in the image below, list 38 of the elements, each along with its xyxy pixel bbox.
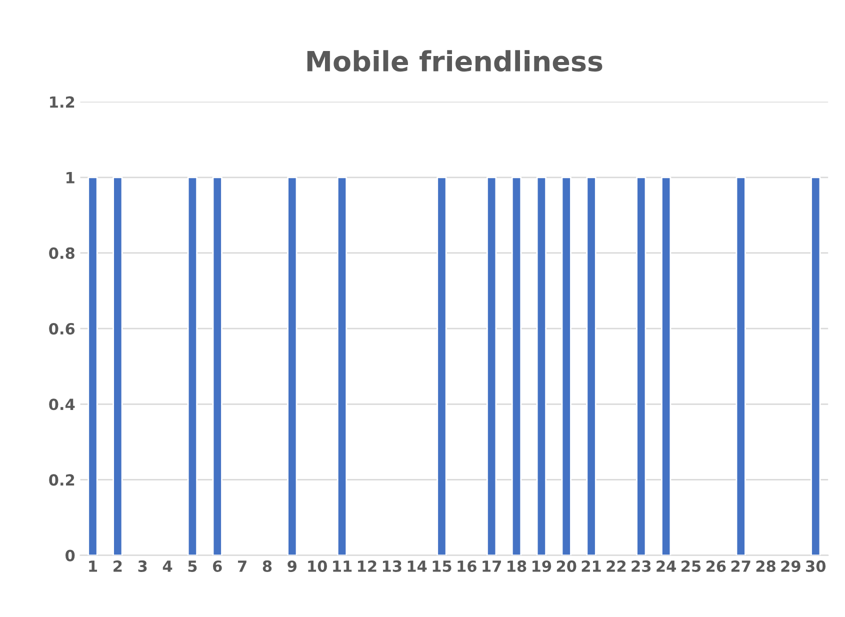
x-tick-label: 29 xyxy=(781,560,800,572)
x-tick-label: 8 xyxy=(262,560,272,572)
y-tick-label: 0.4 xyxy=(49,398,75,410)
x-tick-label: 12 xyxy=(358,560,376,572)
y-tick-label: 1 xyxy=(66,172,74,184)
x-tick-label: 5 xyxy=(188,560,197,572)
x-tick-label: 1 xyxy=(89,560,98,572)
x-tick-label: 13 xyxy=(382,560,402,572)
x-tick-label: 19 xyxy=(532,560,552,572)
x-tick-label: 15 xyxy=(432,560,452,572)
x-tick-label: 22 xyxy=(606,560,626,572)
x-tick-label: 4 xyxy=(162,560,172,572)
x-tick-label: 14 xyxy=(408,560,427,572)
x-tick-label: 10 xyxy=(308,560,327,572)
y-tick-label: 0.2 xyxy=(49,474,74,486)
x-tick-label: 28 xyxy=(756,560,776,572)
x-tick-label: 16 xyxy=(458,560,476,572)
x-tick-label: 30 xyxy=(806,560,826,572)
x-tick-label: 2 xyxy=(114,560,122,572)
y-tick-label: 0 xyxy=(66,550,75,562)
x-tick-label: 17 xyxy=(482,560,501,572)
y-tick-label: 0.6 xyxy=(49,323,75,335)
y-tick-label: 1.2 xyxy=(50,96,74,108)
x-tick-label: 21 xyxy=(582,560,601,572)
x-tick-label: 7 xyxy=(238,560,246,572)
chart-title: Mobile friendliness xyxy=(307,50,602,72)
x-tick-label: 6 xyxy=(213,560,222,572)
x-tick-label: 25 xyxy=(682,560,701,572)
x-tick-label: 27 xyxy=(731,560,750,572)
y-tick-label: 0.8 xyxy=(49,247,74,259)
x-tick-label: 18 xyxy=(508,560,526,572)
x-tick-label: 9 xyxy=(288,560,296,572)
x-tick-label: 24 xyxy=(656,560,676,572)
x-tick-label: 3 xyxy=(138,560,147,572)
x-tick-label: 20 xyxy=(556,560,576,572)
x-tick-label: 26 xyxy=(706,560,726,572)
x-tick-label: 11 xyxy=(333,560,352,572)
x-tick-label: 23 xyxy=(632,560,651,572)
